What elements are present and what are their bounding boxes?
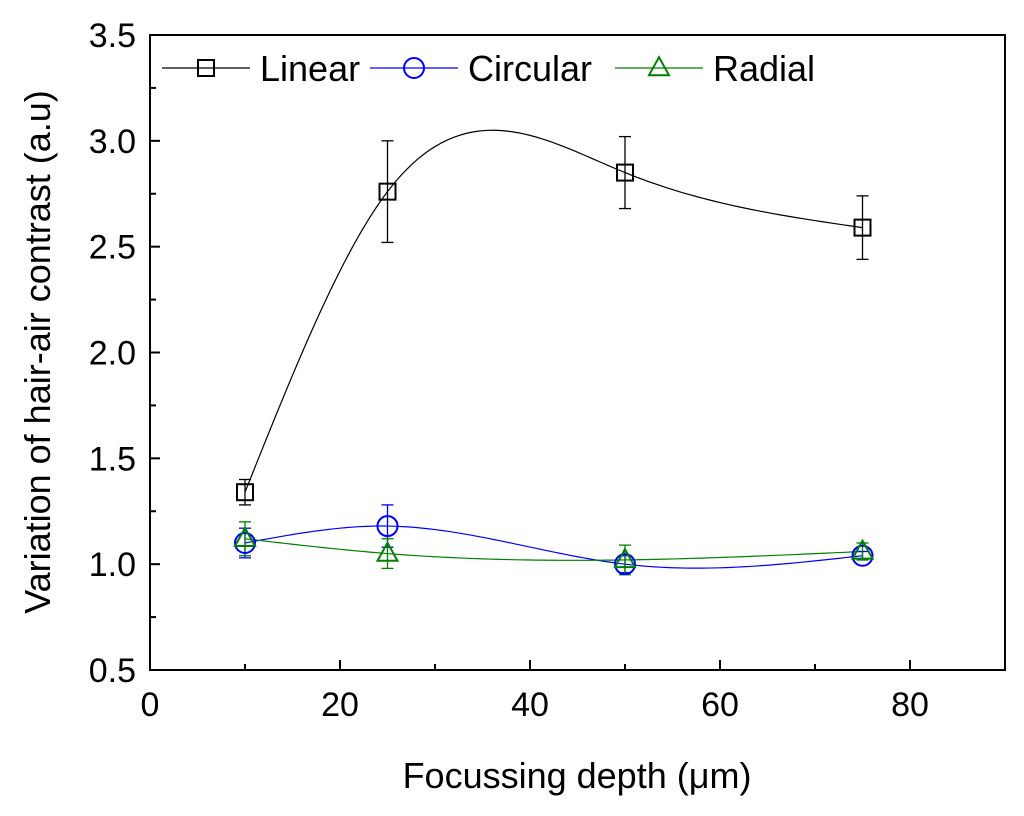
y-tick-label: 1.0: [89, 546, 136, 584]
x-axis-ticks: 0 20 40 60 80: [141, 660, 929, 724]
legend-marker-circular: [403, 57, 425, 79]
legend-item-radial: Radial: [615, 48, 815, 89]
legend-marker-linear: [197, 59, 215, 77]
y-tick-label: 2.0: [89, 335, 136, 373]
radial-marker: [375, 540, 400, 562]
radial-marker: [233, 525, 257, 547]
linear-marker: [616, 163, 634, 182]
circular-curve: [244, 525, 863, 569]
x-tick-label: 20: [321, 686, 359, 724]
y-tick-label: 1.5: [89, 440, 136, 478]
y-tick-label: 3.0: [89, 123, 136, 161]
y-tick-label: 3.5: [89, 17, 136, 55]
circular-marker: [234, 532, 256, 554]
legend-label-radial: Radial: [713, 48, 815, 89]
x-tick-label: 0: [141, 686, 160, 724]
y-axis-ticks: 0.5 1.0 1.5 2.0 2.5 3.0 3.5: [89, 17, 160, 690]
y-tick-label: 0.5: [89, 652, 136, 690]
linear-error-bar: [856, 195, 869, 261]
x-tick-label: 80: [891, 686, 929, 724]
series-curves: [244, 129, 863, 569]
legend-label-linear: Linear: [260, 48, 360, 89]
linear-error-bar: [381, 140, 394, 244]
x-tick-label: 40: [511, 686, 549, 724]
x-tick-label: 60: [701, 686, 739, 724]
radial-curve: [244, 538, 863, 561]
plot-area: [149, 34, 1006, 671]
circular-marker: [376, 515, 399, 538]
linear-curve: [244, 129, 863, 493]
y-axis-title: Variation of hair-air contrast (a.u): [17, 90, 58, 614]
y-tick-label: 2.5: [89, 229, 136, 267]
legend: Linear Circular Radial: [162, 48, 815, 89]
legend-marker-radial: [647, 55, 671, 77]
linear-marker: [853, 218, 872, 237]
legend-label-circular: Circular: [468, 48, 592, 89]
legend-item-circular: Circular: [370, 48, 592, 89]
linear-marker: [378, 182, 397, 201]
series-markers: [233, 163, 875, 576]
legend-item-linear: Linear: [162, 48, 360, 89]
linear-marker: [236, 483, 254, 502]
radial-marker: [850, 538, 875, 560]
linear-error-bar: [619, 135, 631, 210]
circular-marker: [614, 553, 636, 576]
x-axis-title: Focussing depth (μm): [403, 755, 752, 796]
radial-marker: [613, 547, 637, 569]
circular-marker: [851, 544, 874, 567]
